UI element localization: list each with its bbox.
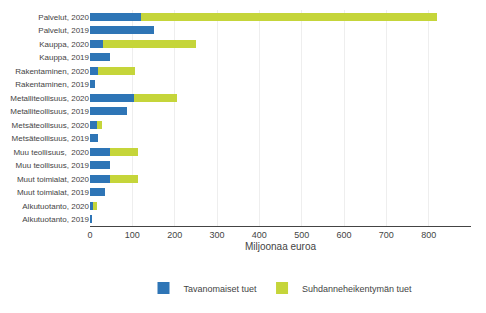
svg-text:Rakentaminen, 2019: Rakentaminen, 2019: [15, 80, 89, 89]
svg-text:700: 700: [379, 230, 394, 240]
svg-text:600: 600: [336, 230, 351, 240]
svg-text:Kauppa, 2019: Kauppa, 2019: [39, 53, 89, 62]
svg-text:Rakentaminen, 2020: Rakentaminen, 2020: [15, 67, 89, 76]
svg-text:500: 500: [294, 230, 309, 240]
svg-text:Palvelut, 2019: Palvelut, 2019: [38, 26, 89, 35]
svg-text:300: 300: [209, 230, 224, 240]
svg-text:Muut toimialat, 2020: Muut toimialat, 2020: [17, 175, 90, 184]
svg-text:Muu teollisuus, 2019: Muu teollisuus, 2019: [16, 161, 90, 170]
svg-text:Suhdanneheikentymän tuet: Suhdanneheikentymän tuet: [302, 284, 412, 294]
svg-text:Metsäteollisuus, 2019: Metsäteollisuus, 2019: [12, 134, 90, 143]
svg-text:Muut toimialat, 2019: Muut toimialat, 2019: [17, 188, 90, 197]
svg-text:200: 200: [167, 230, 182, 240]
svg-text:Metalliteollisuus, 2020: Metalliteollisuus, 2020: [10, 94, 89, 103]
svg-text:Miljoonaa euroa: Miljoonaa euroa: [245, 241, 317, 252]
svg-text:Metsäteollisuus, 2020: Metsäteollisuus, 2020: [12, 121, 90, 130]
svg-text:Muu teollisuus, 2020: Muu teollisuus, 2020: [13, 148, 89, 157]
svg-text:100: 100: [125, 230, 140, 240]
svg-text:0: 0: [87, 230, 92, 240]
svg-text:Metalliteollisuus, 2019: Metalliteollisuus, 2019: [10, 107, 89, 116]
svg-text:Alkutuotanto, 2019: Alkutuotanto, 2019: [22, 215, 89, 224]
svg-text:400: 400: [252, 230, 267, 240]
svg-text:Alkutuotanto, 2020: Alkutuotanto, 2020: [22, 202, 89, 211]
svg-text:Tavanomaiset tuet: Tavanomaiset tuet: [184, 284, 258, 294]
svg-text:Palvelut, 2020: Palvelut, 2020: [38, 13, 89, 22]
svg-text:800: 800: [421, 230, 436, 240]
svg-text:Kauppa, 2020: Kauppa, 2020: [39, 40, 89, 49]
